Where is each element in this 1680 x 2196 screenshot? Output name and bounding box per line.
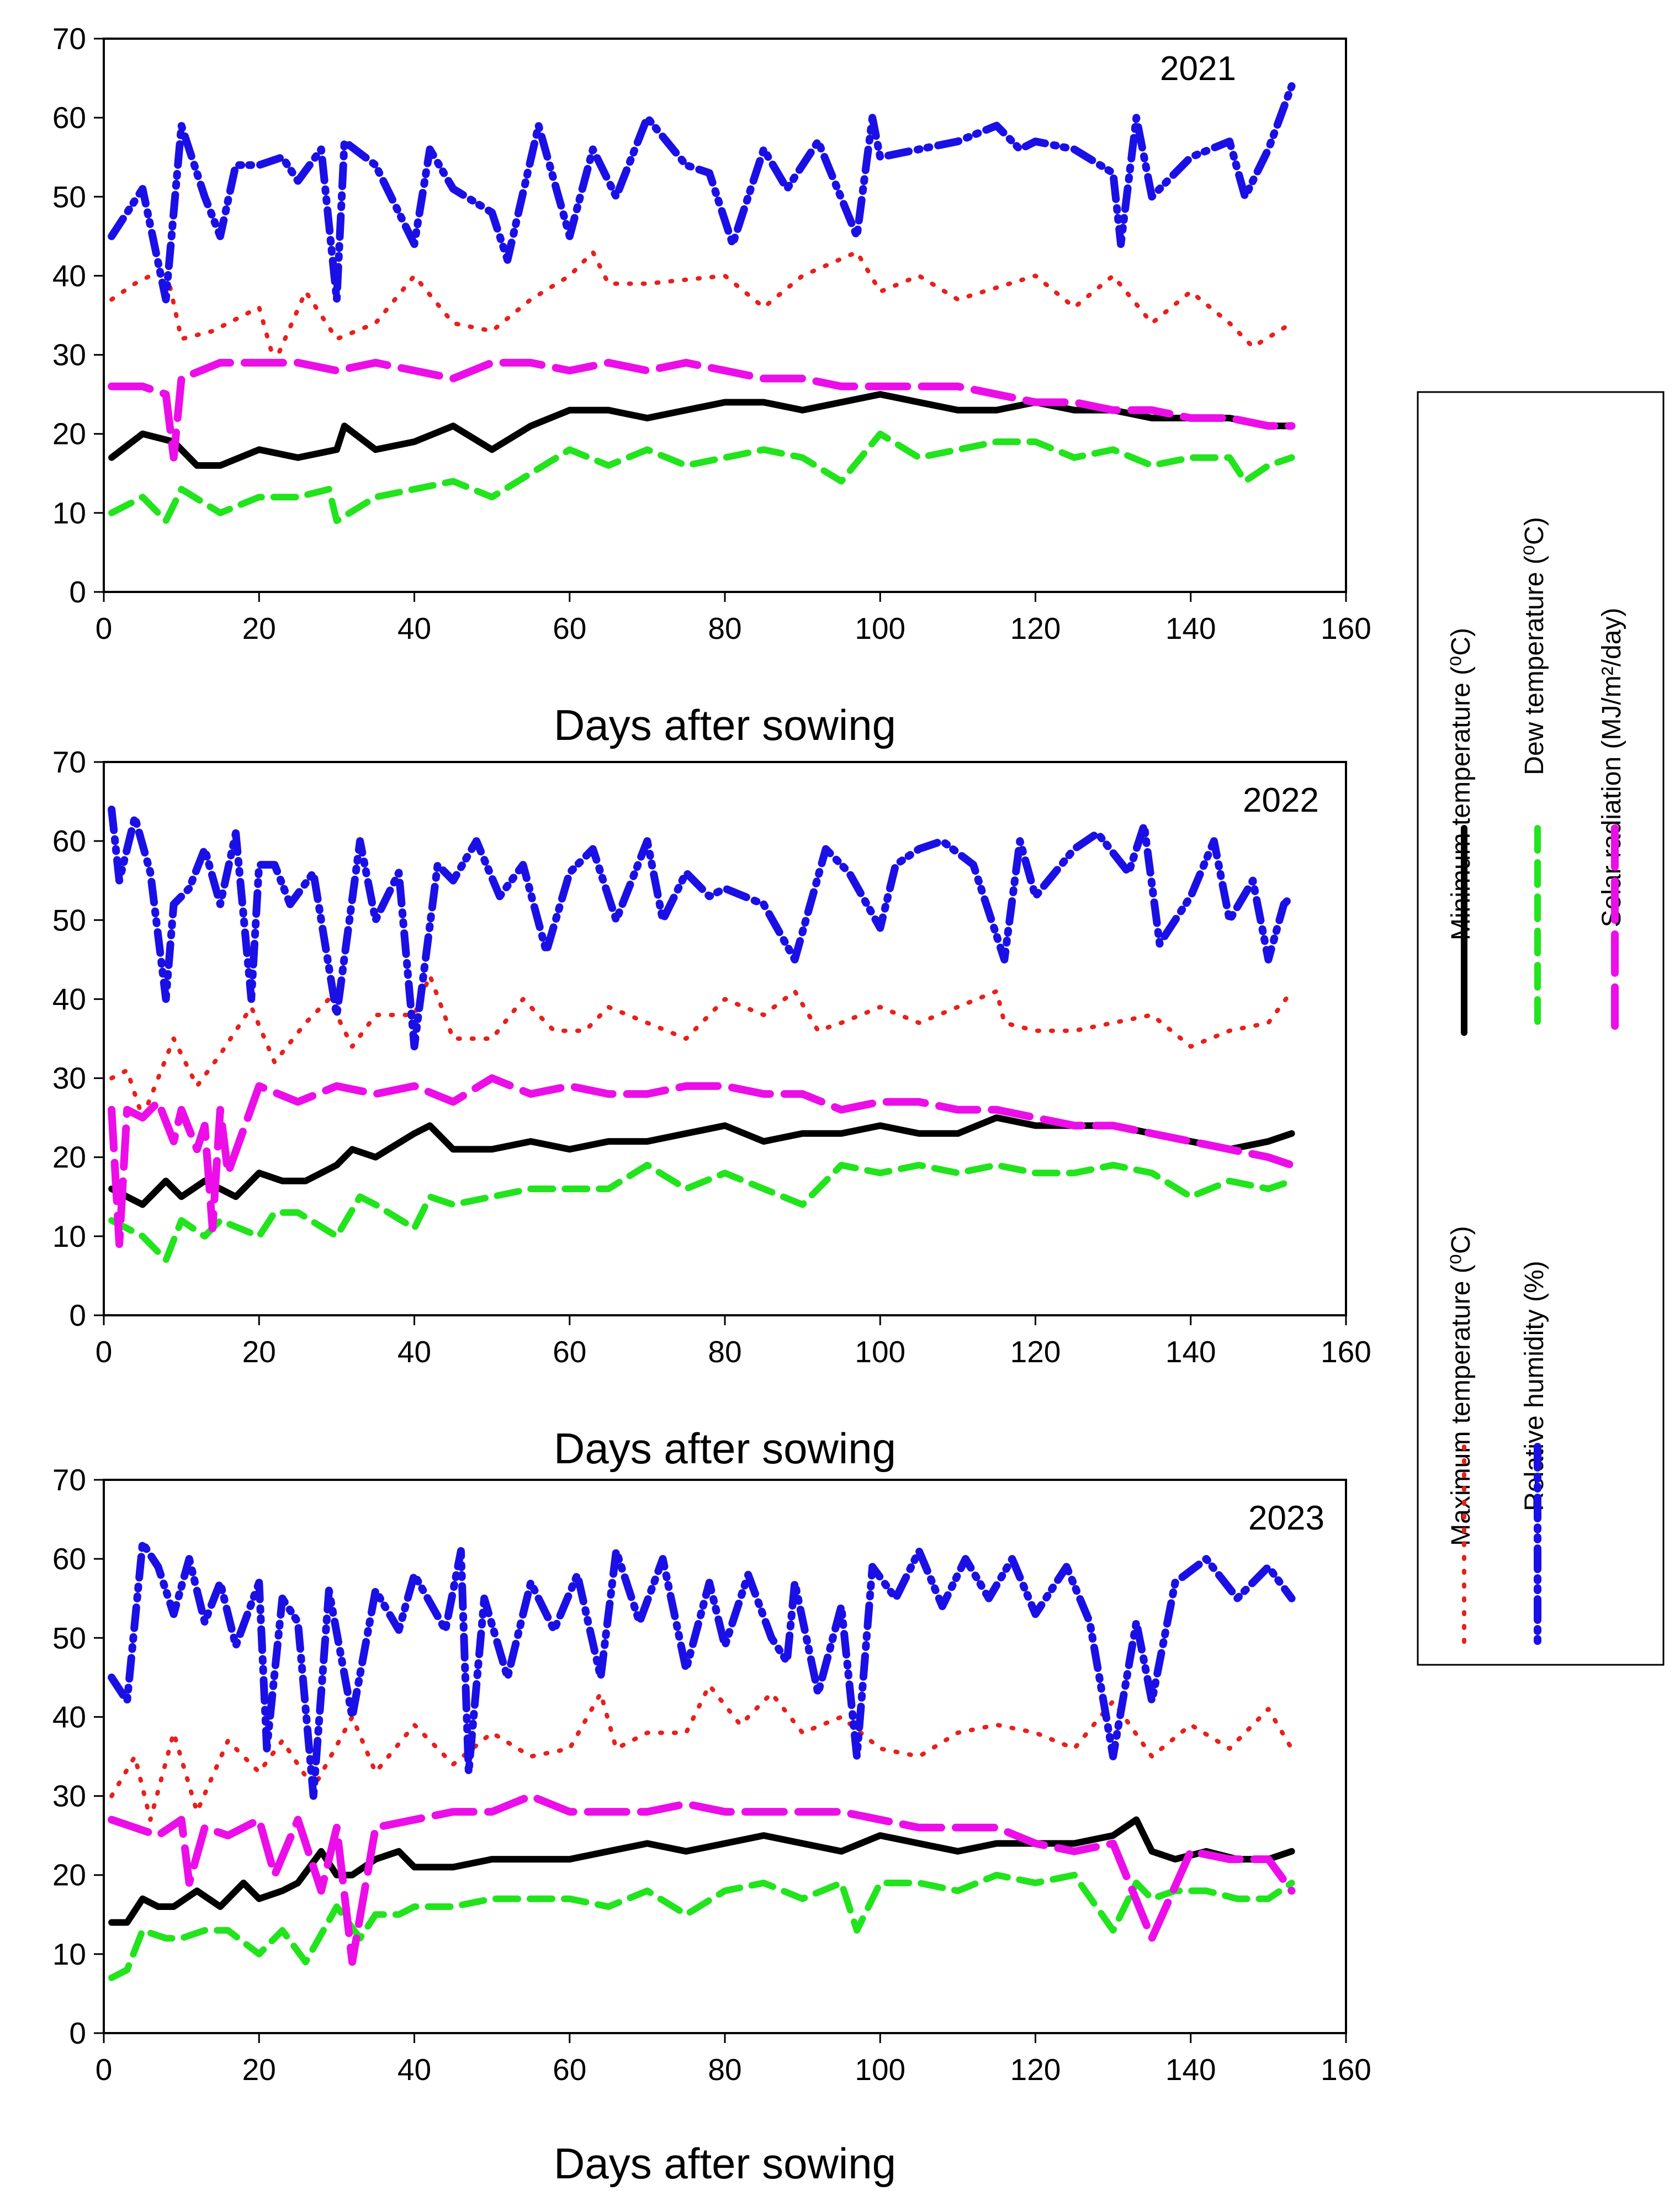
x-axis-title: Days after sowing bbox=[554, 1424, 896, 1473]
x-tick-label: 120 bbox=[1010, 611, 1061, 645]
x-tick-label: 0 bbox=[96, 2052, 113, 2087]
x-tick-label: 80 bbox=[708, 1335, 741, 1369]
series-line-maximum-temperature bbox=[109, 250, 1294, 365]
x-tick-label: 120 bbox=[1010, 1335, 1061, 1369]
legend-label: Dew temperature (⁰C) bbox=[1520, 517, 1549, 775]
series-line-solar-radiation bbox=[108, 358, 1296, 462]
y-tick-label: 10 bbox=[52, 1937, 86, 1971]
y-tick-label: 20 bbox=[52, 1858, 86, 1892]
series-layer-2023 bbox=[108, 1539, 1296, 1981]
y-tick-label: 40 bbox=[52, 1700, 86, 1734]
x-tick-label: 0 bbox=[96, 611, 113, 645]
x-tick-label: 100 bbox=[855, 2052, 905, 2087]
panel-2021: 0 20 40 60 80 100 120 140 160 0 10 20 30 40 50 60 70 202… bbox=[52, 22, 1371, 749]
y-tick-label: 30 bbox=[52, 1779, 86, 1813]
x-tick-label: 120 bbox=[1010, 2052, 1061, 2087]
y-tick-label: 70 bbox=[52, 745, 86, 779]
y-tick-label: 10 bbox=[52, 496, 86, 530]
x-axis-title: Days after sowing bbox=[554, 701, 896, 749]
x-tick-label: 160 bbox=[1321, 611, 1371, 645]
y-tick-label: 10 bbox=[52, 1219, 86, 1253]
series-line-relative-humidity bbox=[108, 805, 1296, 1051]
x-tick-label: 40 bbox=[398, 1335, 431, 1369]
series-layer-2021 bbox=[108, 82, 1296, 525]
y-tick-label: 40 bbox=[52, 258, 86, 293]
axis-ticks-2021: 0 20 40 60 80 100 120 140 160 0 10 20 30 40 50 60 70 bbox=[52, 22, 1371, 645]
y-tick-label: 20 bbox=[52, 417, 86, 451]
series-line-dew-temperature bbox=[108, 1871, 1295, 1981]
x-tick-label: 40 bbox=[398, 2052, 431, 2087]
panel-year-label: 2023 bbox=[1248, 1499, 1324, 1537]
legend-items: Minimum temperature (⁰C) Dew temperature … bbox=[1446, 517, 1626, 1652]
x-tick-label: 60 bbox=[553, 611, 586, 645]
y-tick-label: 50 bbox=[52, 1621, 86, 1655]
series-line-relative-humidity bbox=[108, 82, 1296, 304]
y-tick-label: 30 bbox=[52, 1061, 86, 1096]
x-tick-label: 80 bbox=[708, 611, 741, 645]
x-tick-label: 0 bbox=[96, 1335, 113, 1369]
series-line-solar-radiation bbox=[108, 1792, 1296, 1966]
x-tick-label: 60 bbox=[553, 2052, 586, 2087]
series-line-minimum-temperature bbox=[108, 1816, 1295, 1926]
y-tick-label: 0 bbox=[69, 575, 86, 609]
series-line-maximum-temperature bbox=[109, 973, 1294, 1120]
panel-2022: 0 20 40 60 80 100 120 140 160 0 10 20 30 40 50 60 70 202… bbox=[52, 745, 1371, 1473]
series-layer-2022 bbox=[108, 805, 1296, 1263]
x-tick-label: 160 bbox=[1321, 1335, 1371, 1369]
legend-label: Solar radiation (MJ/m²/day) bbox=[1597, 608, 1626, 928]
plot-frame-2021 bbox=[103, 38, 1347, 593]
x-tick-label: 100 bbox=[855, 611, 905, 645]
x-tick-label: 100 bbox=[855, 1335, 905, 1369]
panel-year-label: 2022 bbox=[1243, 781, 1319, 819]
series-line-minimum-temperature bbox=[108, 1114, 1295, 1208]
series-line-maximum-temperature bbox=[109, 1683, 1294, 1822]
x-tick-label: 140 bbox=[1165, 611, 1216, 645]
x-tick-label: 140 bbox=[1165, 2052, 1216, 2087]
y-tick-label: 60 bbox=[52, 824, 86, 858]
x-axis-title: Days after sowing bbox=[554, 2139, 896, 2188]
legend: Minimum temperature (⁰C) Dew temperature … bbox=[1417, 391, 1665, 1666]
x-tick-label: 20 bbox=[242, 611, 276, 645]
y-tick-label: 70 bbox=[52, 1463, 86, 1497]
y-tick-label: 60 bbox=[52, 100, 86, 135]
legend-label: Maximum temperature (⁰C) bbox=[1446, 1226, 1476, 1546]
y-tick-label: 30 bbox=[52, 338, 86, 372]
panel-2023: 0 20 40 60 80 100 120 140 160 0 10 20 30 40 50 60 70 202… bbox=[52, 1463, 1371, 2188]
axis-ticks-2023: 0 20 40 60 80 100 120 140 160 0 10 20 30 40 50 60 70 bbox=[52, 1463, 1371, 2087]
y-tick-label: 50 bbox=[52, 903, 86, 937]
x-tick-label: 160 bbox=[1321, 2052, 1371, 2087]
y-tick-label: 60 bbox=[52, 1542, 86, 1576]
series-line-solar-radiation bbox=[108, 1074, 1296, 1248]
axis-ticks-2022: 0 20 40 60 80 100 120 140 160 0 10 20 30 40 50 60 70 bbox=[52, 745, 1371, 1369]
x-tick-label: 20 bbox=[242, 1335, 276, 1369]
x-tick-label: 80 bbox=[708, 2052, 741, 2087]
plot-frame-2023 bbox=[103, 1479, 1347, 2034]
x-tick-label: 140 bbox=[1165, 1335, 1216, 1369]
y-tick-label: 0 bbox=[69, 2016, 86, 2050]
y-tick-label: 0 bbox=[69, 1298, 86, 1332]
y-tick-label: 20 bbox=[52, 1140, 86, 1174]
x-tick-label: 40 bbox=[398, 611, 431, 645]
y-tick-label: 40 bbox=[52, 982, 86, 1016]
y-tick-label: 50 bbox=[52, 179, 86, 214]
series-line-dew-temperature bbox=[108, 1162, 1295, 1263]
series-line-dew-temperature bbox=[108, 430, 1295, 525]
series-line-relative-humidity bbox=[108, 1539, 1296, 1800]
plot-frame-2022 bbox=[103, 761, 1347, 1316]
x-tick-label: 60 bbox=[553, 1335, 586, 1369]
x-tick-label: 20 bbox=[242, 2052, 276, 2087]
series-line-minimum-temperature bbox=[108, 391, 1295, 469]
panel-year-label: 2021 bbox=[1160, 50, 1236, 88]
y-tick-label: 70 bbox=[52, 22, 86, 56]
legend-label: Relative humidity (%) bbox=[1520, 1261, 1549, 1511]
